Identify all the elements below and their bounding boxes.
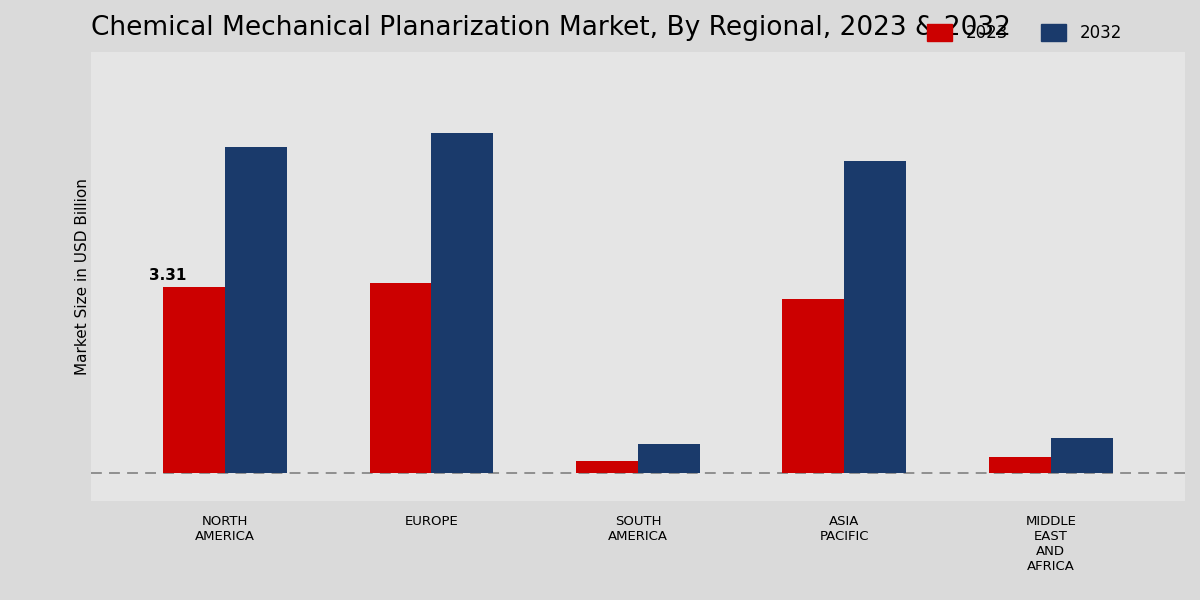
- Bar: [989, 457, 1051, 473]
- Bar: [370, 283, 432, 473]
- Legend: 2023, 2032: 2023, 2032: [928, 24, 1122, 42]
- Bar: [845, 161, 906, 473]
- Bar: [576, 461, 638, 473]
- Y-axis label: Market Size in USD Billion: Market Size in USD Billion: [76, 178, 90, 375]
- Bar: [163, 287, 226, 473]
- Bar: [1051, 438, 1112, 473]
- Bar: [226, 147, 287, 473]
- Bar: [782, 299, 845, 473]
- Text: Chemical Mechanical Planarization Market, By Regional, 2023 & 2032: Chemical Mechanical Planarization Market…: [91, 15, 1010, 41]
- Bar: [638, 444, 700, 473]
- Text: 3.31: 3.31: [149, 268, 186, 283]
- Bar: [432, 133, 493, 473]
